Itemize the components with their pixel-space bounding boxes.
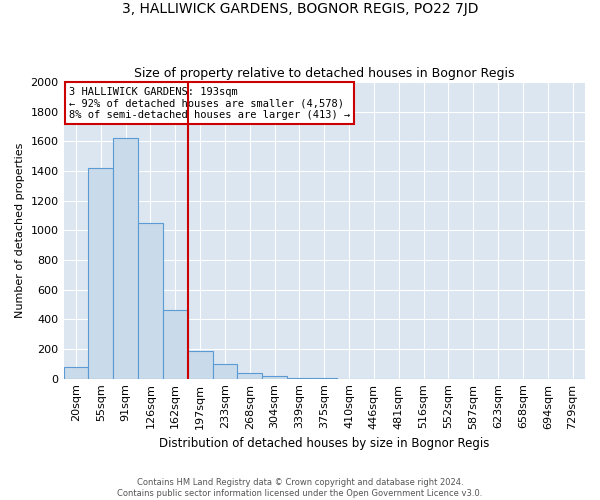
Bar xyxy=(113,138,138,378)
Text: 3 HALLIWICK GARDENS: 193sqm
← 92% of detached houses are smaller (4,578)
8% of s: 3 HALLIWICK GARDENS: 193sqm ← 92% of det… xyxy=(69,86,350,120)
Bar xyxy=(262,376,287,378)
Bar xyxy=(64,367,88,378)
Text: 3, HALLIWICK GARDENS, BOGNOR REGIS, PO22 7JD: 3, HALLIWICK GARDENS, BOGNOR REGIS, PO22… xyxy=(122,2,478,16)
Y-axis label: Number of detached properties: Number of detached properties xyxy=(15,142,25,318)
Title: Size of property relative to detached houses in Bognor Regis: Size of property relative to detached ho… xyxy=(134,66,515,80)
X-axis label: Distribution of detached houses by size in Bognor Regis: Distribution of detached houses by size … xyxy=(159,437,490,450)
Bar xyxy=(212,364,238,378)
Bar xyxy=(88,168,113,378)
Text: Contains HM Land Registry data © Crown copyright and database right 2024.
Contai: Contains HM Land Registry data © Crown c… xyxy=(118,478,482,498)
Bar xyxy=(238,372,262,378)
Bar xyxy=(138,223,163,378)
Bar xyxy=(188,350,212,378)
Bar xyxy=(163,310,188,378)
